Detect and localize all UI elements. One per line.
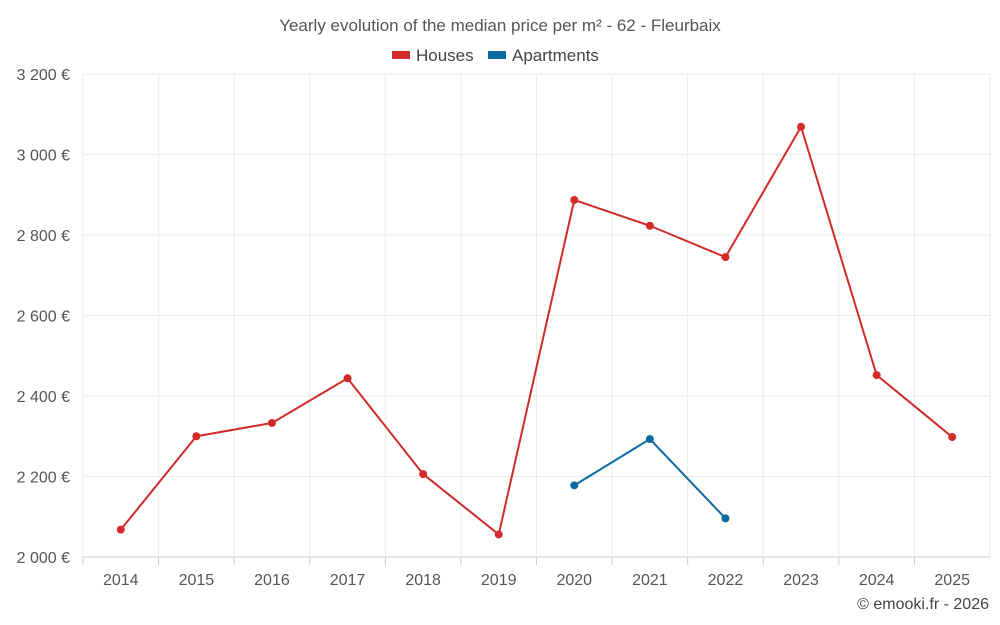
- chart-title: Yearly evolution of the median price per…: [279, 16, 721, 35]
- y-axis: 2 000 € 2 200 € 2 400 € 2 600 € 2 800 € 3 000…: [17, 67, 70, 567]
- data-point-houses-2019[interactable]: [494, 530, 503, 539]
- x-tick-label: 2015: [179, 572, 215, 589]
- x-tick-label: 2021: [632, 572, 668, 589]
- x-tick-label: 2019: [481, 572, 517, 589]
- y-tick-label: 2 600 €: [17, 309, 70, 326]
- y-tick-label: 2 000 €: [17, 550, 70, 567]
- legend: Houses Apartments: [392, 46, 599, 65]
- y-tick-label: 2 800 €: [17, 228, 70, 245]
- data-point-apartments-2020[interactable]: [570, 481, 579, 490]
- data-point-houses-2016[interactable]: [267, 418, 276, 427]
- y-tick-label: 2 200 €: [17, 470, 70, 487]
- data-point-houses-2022[interactable]: [721, 253, 730, 262]
- credit-text: © emooki.fr - 2026: [857, 596, 989, 613]
- x-tick-label: 2024: [859, 572, 895, 589]
- x-tick-label: 2022: [708, 572, 744, 589]
- y-tick-label: 2 400 €: [17, 389, 70, 406]
- data-point-houses-2023[interactable]: [797, 122, 806, 131]
- x-tick-label: 2017: [330, 572, 366, 589]
- legend-label-houses[interactable]: Houses: [416, 46, 474, 65]
- data-point-apartments-2022[interactable]: [721, 514, 730, 523]
- data-point-apartments-2021[interactable]: [645, 435, 654, 444]
- data-point-houses-2018[interactable]: [419, 470, 428, 479]
- x-tick-label: 2016: [254, 572, 290, 589]
- series-line-apartments: [573, 438, 727, 520]
- data-point-houses-2020[interactable]: [570, 195, 579, 204]
- data-point-houses-2014[interactable]: [116, 525, 125, 534]
- data-point-houses-2015[interactable]: [192, 432, 201, 441]
- x-tick-label: 2018: [405, 572, 441, 589]
- data-point-houses-2024[interactable]: [872, 371, 881, 380]
- series-line-houses: [120, 125, 953, 536]
- data-point-houses-2025[interactable]: [948, 433, 957, 442]
- legend-label-apartments[interactable]: Apartments: [512, 46, 599, 65]
- x-axis: 2014 2015 2016 2017 2018 2019 2020 2021 2022 2023…: [82, 557, 970, 589]
- grid: [82, 73, 991, 558]
- data-point-houses-2021[interactable]: [645, 221, 654, 230]
- y-tick-label: 3 200 €: [17, 67, 70, 84]
- x-tick-label: 2023: [783, 572, 819, 589]
- legend-swatch-apartments: [488, 51, 506, 59]
- x-tick-label: 2014: [103, 572, 139, 589]
- x-tick-label: 2020: [556, 572, 592, 589]
- legend-swatch-houses: [392, 51, 410, 59]
- x-tick-label: 2025: [934, 572, 970, 589]
- y-tick-label: 3 000 €: [17, 148, 70, 165]
- series-layer: [116, 122, 957, 539]
- data-point-houses-2017[interactable]: [343, 374, 352, 383]
